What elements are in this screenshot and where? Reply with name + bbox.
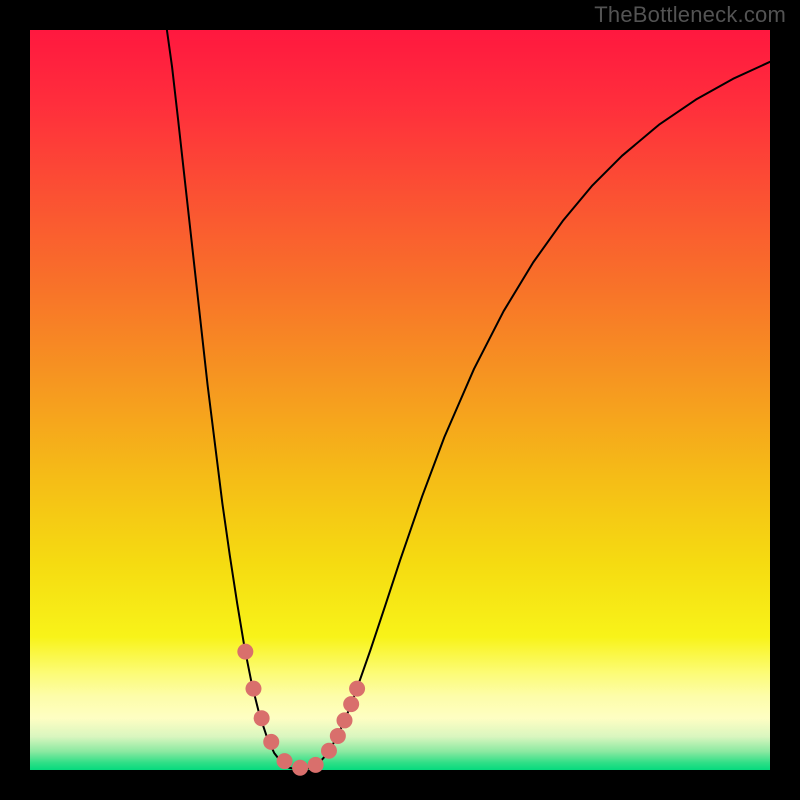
curve-marker [254, 710, 270, 726]
curve-marker [343, 696, 359, 712]
curve-marker [349, 681, 365, 697]
curve-marker [263, 734, 279, 750]
chart-plot-area [30, 30, 770, 770]
bottleneck-curve [167, 30, 770, 769]
watermark-text: TheBottleneck.com [594, 2, 786, 28]
curve-marker [277, 753, 293, 769]
curve-marker [237, 644, 253, 660]
curve-marker [337, 712, 353, 728]
curve-marker [308, 757, 324, 773]
chart-curve-layer [30, 30, 770, 770]
curve-marker [321, 743, 337, 759]
curve-marker [292, 760, 308, 776]
curve-marker [245, 681, 261, 697]
curve-marker [330, 728, 346, 744]
curve-markers [237, 644, 365, 776]
